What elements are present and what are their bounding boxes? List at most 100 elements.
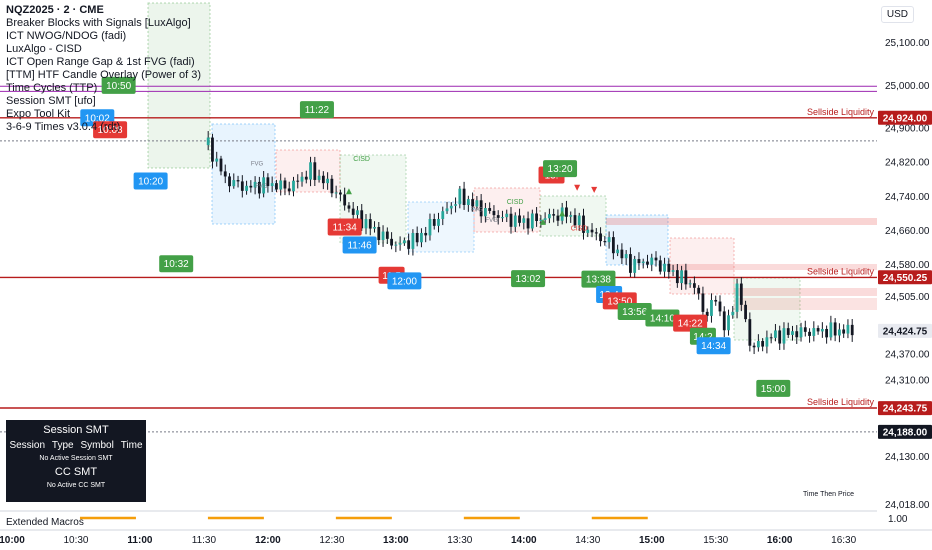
candle-body (624, 254, 628, 259)
time-marker-label: 14:10 (650, 313, 675, 324)
candle-body (603, 241, 607, 243)
candle-body (552, 214, 556, 216)
time-marker: 14:22 (673, 314, 708, 332)
candle-body (334, 192, 338, 194)
candle-body (675, 270, 679, 284)
price-tick-label: 24,820.00 (885, 158, 930, 169)
indicator-open-range-gap[interactable]: ICT Open Range Gap & 1st FVG (fadi) (6, 56, 195, 68)
currency-button[interactable]: USD (880, 6, 914, 23)
time-marker-box (543, 160, 578, 178)
signal-triangle (559, 210, 566, 217)
time-marker-box (387, 272, 422, 290)
candle-body (663, 263, 666, 272)
candle-body (368, 219, 372, 229)
candle-body (441, 211, 445, 219)
candle-body (727, 315, 730, 331)
time-tick-label: 12:30 (319, 535, 344, 546)
candle-body (300, 176, 304, 182)
indicator-breaker-blocks[interactable]: Breaker Blocks with Signals [LuxAlgo] (6, 17, 191, 29)
price-label-text: 24,550.25 (883, 273, 928, 284)
candle-body (313, 162, 317, 180)
candle-body (347, 205, 351, 209)
candle-body (599, 233, 602, 242)
time-tick-label: 12:00 (255, 535, 281, 546)
candle-body (437, 218, 440, 226)
time-marker: 14:10 (645, 309, 680, 327)
candle-body (637, 259, 641, 264)
time-marker: 10:50 (101, 76, 136, 94)
candle-body (641, 261, 645, 264)
candle-body (321, 175, 325, 184)
time-marker-box (327, 218, 362, 236)
candle-body (710, 299, 713, 316)
candle-body (722, 311, 726, 331)
indicator-time-cycles[interactable]: Time Cycles (TTP) (6, 82, 98, 94)
time-marker-label: 13:02 (516, 274, 541, 285)
extended-macros-label[interactable]: Extended Macros (6, 517, 84, 528)
candle-body (616, 249, 620, 254)
time-marker-label: 10:32 (164, 259, 189, 270)
indicator-expo[interactable]: Expo Tool Kit (6, 108, 71, 120)
candle-body (232, 180, 236, 187)
candle-body (611, 237, 615, 254)
candle-body (343, 194, 347, 206)
indicator-session-smt[interactable]: Session SMT [ufo] (6, 95, 96, 107)
price-label-text: 24,924.00 (883, 113, 928, 124)
zone-green-3 (539, 195, 607, 237)
candle-body (547, 214, 551, 219)
candle-body (339, 192, 342, 195)
time-tick-label: 15:00 (639, 535, 665, 546)
time-marker: 14:34 (696, 337, 731, 355)
price-tick-label: 24,900.00 (885, 124, 930, 135)
indicator-369-times[interactable]: 3-6-9 Times v3.0.4 (rdt) (6, 121, 121, 133)
time-marker-box (342, 236, 377, 254)
time-marker-box (133, 172, 168, 190)
time-marker-label: 15:00 (761, 384, 786, 395)
symbol-title[interactable]: NQZ2025 · 2 · CME (6, 4, 104, 16)
candle-body (411, 232, 415, 249)
time-marker: 13:20 (543, 160, 578, 178)
candle-body (501, 217, 504, 219)
indicator-nwog[interactable]: ICT NWOG/NDOG (fadi) (6, 30, 127, 42)
time-marker-label: 14:34 (701, 341, 726, 352)
time-marker-label: 13:20 (548, 164, 573, 175)
liquidity-label: Sellside Liquidity (807, 397, 875, 407)
zone-green-1 (147, 2, 211, 169)
candle-body (633, 259, 637, 273)
candle-body (582, 215, 585, 233)
candle-body (761, 341, 765, 347)
candle-body (539, 219, 543, 222)
candle-body (842, 329, 846, 334)
candle-body (309, 162, 312, 180)
time-marker-box (756, 379, 791, 397)
fvg-band-2 (670, 264, 877, 270)
signal-triangle (345, 188, 352, 195)
candle-body (816, 328, 820, 332)
time-marker-label: 11:22 (305, 105, 330, 116)
price-tick-label: 25,000.00 (885, 81, 930, 92)
candle-body (774, 330, 777, 338)
candle-body (356, 210, 359, 215)
time-tick-label: 11:30 (192, 535, 217, 546)
indicator-htf-candle[interactable]: [TTM] HTF Candle Overlay (Power of 3) (6, 69, 201, 81)
price-label-box (878, 323, 932, 338)
candle-body (236, 180, 240, 182)
candle-body (838, 329, 841, 336)
candle-body (850, 324, 854, 336)
candle-body (744, 304, 747, 320)
candle-body (373, 226, 376, 229)
candle-body (731, 311, 735, 316)
candle-body (688, 283, 692, 285)
time-tick-label: 14:00 (511, 535, 537, 546)
time-marker-box (673, 314, 708, 332)
candle-body (449, 205, 453, 209)
zone-red-3 (669, 237, 735, 295)
candle-body (420, 232, 423, 243)
candle-body (829, 322, 833, 338)
candle-body (266, 177, 270, 187)
candle-body (812, 328, 816, 336)
candle-body (509, 213, 513, 227)
indicator-cisd[interactable]: LuxAlgo - CISD (6, 43, 82, 55)
candle-body (569, 215, 573, 217)
